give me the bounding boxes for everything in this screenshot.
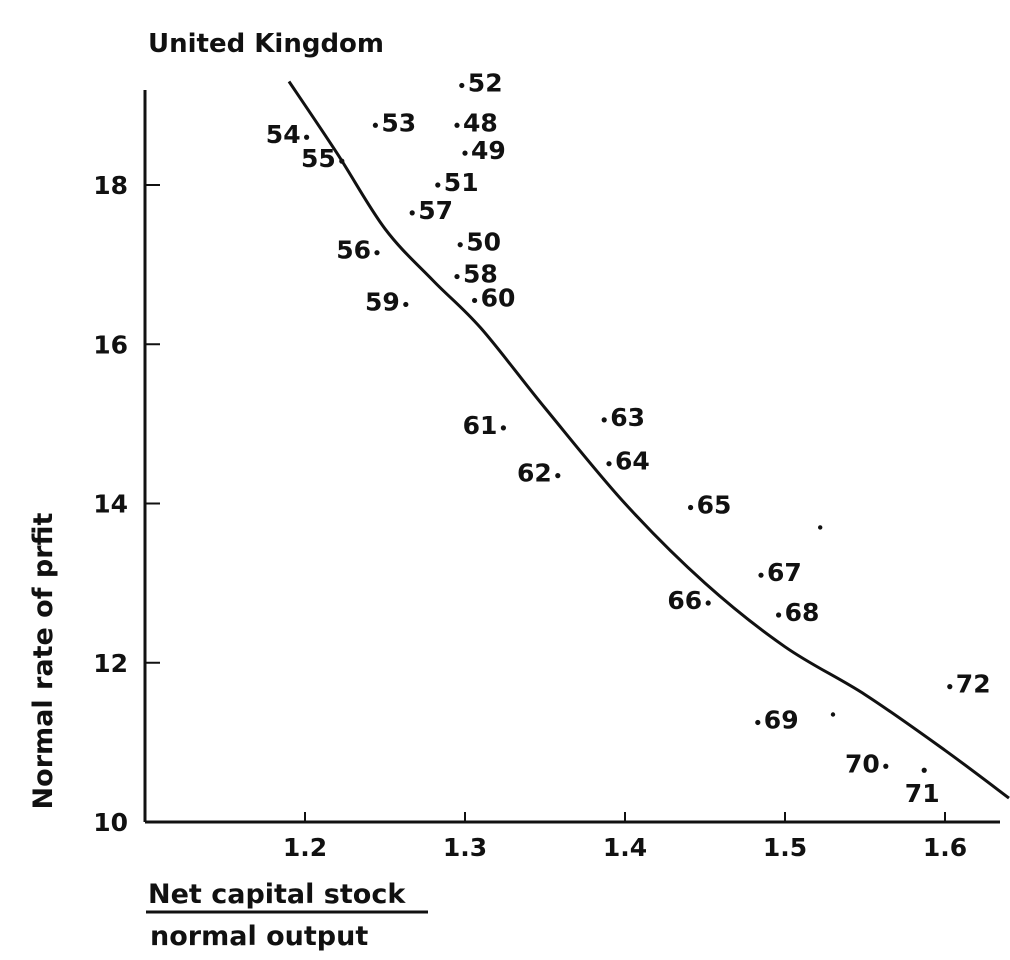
data-point-66: [705, 600, 711, 606]
data-point-62: [555, 473, 561, 479]
y-tick-label: 18: [93, 171, 128, 200]
data-point-53: [372, 122, 378, 128]
y-tick-label: 10: [93, 808, 128, 837]
data-point-50: [457, 242, 463, 248]
data-point-52: [459, 82, 465, 89]
x-tick-label: 1.3: [443, 833, 487, 862]
data-point-label: 61: [463, 411, 498, 440]
data-point-71: [921, 767, 927, 773]
data-point-label: 55: [301, 144, 336, 173]
data-point-label: 67: [767, 558, 802, 587]
data-point-label: 58: [463, 260, 498, 289]
data-point-label: 65: [697, 490, 732, 519]
data-point-65: [688, 504, 694, 511]
data-point-55: [339, 158, 345, 164]
y-axis-title: Normal rate of prfit: [28, 512, 59, 809]
data-point-label: 49: [471, 136, 506, 165]
x-tick-label: 1.6: [923, 833, 967, 862]
data-point-label: 59: [365, 287, 400, 316]
data-point-69: [755, 719, 761, 726]
data-point-label: 53: [381, 108, 416, 137]
data-point-label: 56: [336, 236, 371, 265]
stray-dot: [818, 525, 823, 530]
data-point-64: [606, 461, 612, 467]
data-point-label: 52: [468, 68, 503, 97]
data-point-51: [435, 182, 441, 188]
x-tick-label: 1.5: [763, 833, 807, 862]
data-point-63: [601, 417, 607, 423]
data-point-label: 48: [463, 108, 498, 137]
data-point-54: [304, 134, 310, 140]
stray-dot: [830, 712, 836, 717]
y-tick-label: 16: [93, 330, 128, 359]
data-point-label: 54: [266, 120, 301, 149]
data-point-61: [500, 425, 506, 431]
y-tick-label: 14: [93, 490, 128, 519]
data-point-label: 71: [905, 779, 940, 808]
data-point-label: 51: [444, 168, 479, 197]
x-axis-title-numerator: Net capital stock: [148, 879, 406, 910]
x-axis-title-denominator: normal output: [150, 921, 368, 952]
x-tick-label: 1.2: [283, 833, 327, 862]
data-point-67: [758, 572, 764, 578]
data-point-48: [454, 122, 460, 128]
x-tick-label: 1.4: [603, 833, 647, 862]
y-ticks: 10 12 14 16 18: [93, 171, 160, 837]
data-point-label: 57: [418, 196, 453, 225]
data-point-label: 69: [764, 705, 799, 734]
data-point-label: 63: [610, 403, 645, 432]
axes: [143, 90, 1000, 824]
data-point-label: 64: [615, 447, 650, 476]
data-point-68: [776, 612, 782, 618]
data-point-label: 60: [481, 283, 516, 312]
fitted-curve: [287, 80, 1010, 800]
data-point-label: 68: [785, 598, 820, 627]
data-point-72: [947, 684, 953, 690]
data-point-label: 70: [845, 749, 880, 778]
data-point-70: [883, 763, 889, 769]
data-point-49: [462, 150, 468, 156]
data-point-58: [454, 273, 460, 280]
data-point-label: 62: [517, 459, 552, 488]
chart-title: United Kingdom: [148, 29, 384, 59]
data-point-label: 66: [667, 586, 702, 615]
y-tick-label: 12: [93, 649, 128, 678]
data-point-59: [403, 301, 409, 308]
data-point-label: 72: [956, 670, 991, 699]
x-ticks: 1.2 1.3 1.4 1.5 1.6: [283, 812, 967, 862]
data-point-label: 50: [466, 228, 501, 257]
data-point-57: [409, 210, 415, 216]
data-point-60: [472, 297, 478, 304]
data-point-56: [374, 250, 380, 256]
